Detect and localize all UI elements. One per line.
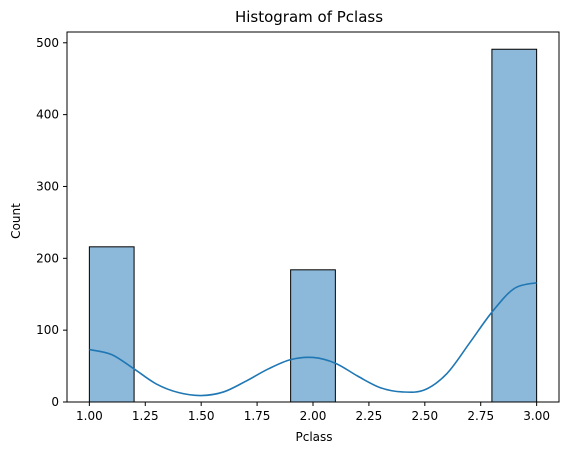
histogram-bar-3: [491, 48, 538, 403]
y-tick-label: 100: [36, 323, 59, 337]
x-tick-label: 2.75: [467, 409, 494, 423]
y-axis-label: Count: [9, 203, 23, 239]
x-axis-ticks: 1.00 1.25 1.50 1.75 2.00 2.25 2.50 2.75 3.00: [76, 402, 550, 423]
y-tick-label: 200: [36, 251, 59, 265]
bars-group: [88, 48, 538, 403]
y-tick-label: 300: [36, 179, 59, 193]
x-tick-label: 2.25: [356, 409, 383, 423]
histogram-bar-2: [290, 269, 336, 403]
chart-title: Histogram of Pclass: [235, 8, 383, 26]
x-tick-label: 1.50: [188, 409, 215, 423]
histogram-bar-1: [88, 246, 135, 403]
y-tick-label: 0: [51, 395, 59, 409]
y-axis-ticks: 0 100 200 300 400 500: [36, 36, 67, 409]
y-tick-label: 400: [36, 108, 59, 122]
x-tick-label: 1.25: [132, 409, 159, 423]
x-tick-label: 3.00: [523, 409, 550, 423]
x-tick-label: 1.00: [76, 409, 103, 423]
x-tick-label: 2.50: [411, 409, 438, 423]
x-axis-label: Pclass: [295, 430, 332, 444]
kde-curve: [89, 281, 537, 397]
x-tick-label: 1.75: [244, 409, 271, 423]
y-tick-label: 500: [36, 36, 59, 50]
plot-area: [66, 31, 560, 403]
x-tick-label: 2.00: [300, 409, 327, 423]
